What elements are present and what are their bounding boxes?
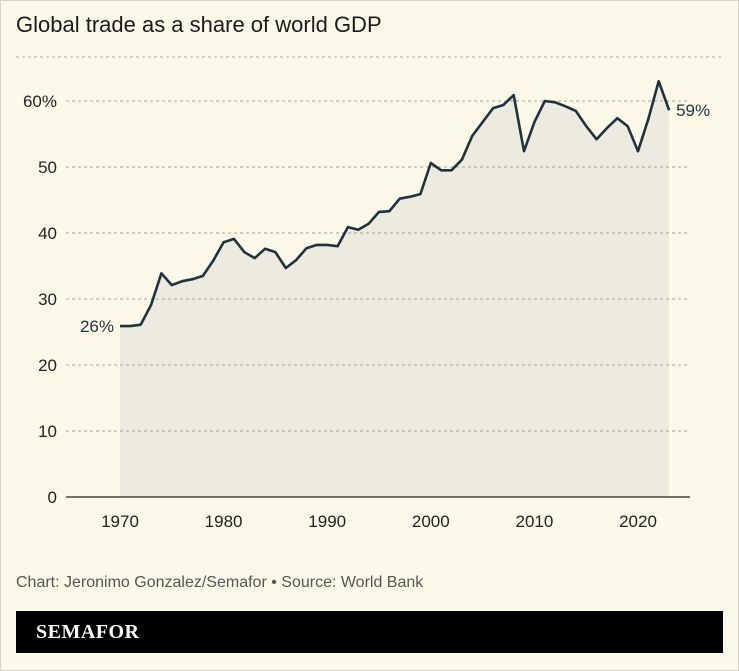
area-fill <box>120 81 670 497</box>
y-tick-label: 50 <box>38 158 57 177</box>
x-tick-label: 2000 <box>412 512 450 531</box>
x-tick-label: 1980 <box>205 512 243 531</box>
y-tick-label: 0 <box>48 488 57 507</box>
y-tick-label: 10 <box>38 422 57 441</box>
y-tick-label: 40 <box>38 224 57 243</box>
x-tick-label: 1970 <box>101 512 139 531</box>
start-value-label: 26% <box>80 317 114 336</box>
x-tick-label: 2010 <box>515 512 553 531</box>
y-tick-label: 30 <box>38 290 57 309</box>
x-tick-label: 2020 <box>619 512 657 531</box>
series-line <box>120 79 671 328</box>
brand-bar: SEMAFOR <box>16 611 723 653</box>
source-note: Chart: Jeronimo Gonzalez/Semafor • Sourc… <box>16 574 424 591</box>
chart-title: Global trade as a share of world GDP <box>16 12 382 37</box>
x-tick-label: 1990 <box>308 512 346 531</box>
end-value-label: 59% <box>676 101 710 120</box>
y-tick-label: 20 <box>38 356 57 375</box>
y-tick-label: 60% <box>23 92 57 111</box>
semafor-logo: SEMAFOR <box>36 621 140 643</box>
